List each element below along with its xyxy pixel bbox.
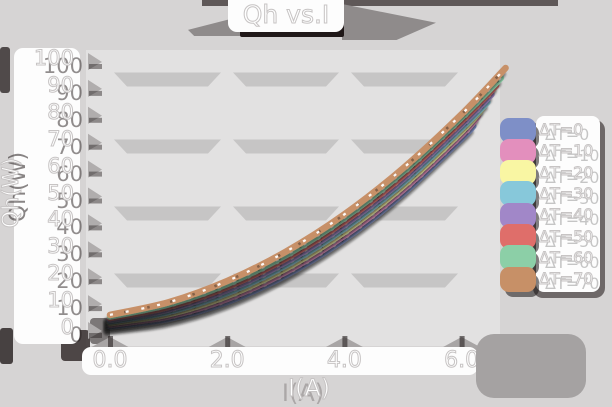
- legend-label: ΔT=70: [539, 269, 594, 289]
- x-tick-mark: [86, 337, 110, 350]
- legend-label: ΔT=50: [539, 226, 594, 246]
- y-tick-shadow: [89, 252, 102, 258]
- legend-label: ΔT=10: [539, 141, 594, 161]
- y-tick-label: 90: [47, 72, 75, 97]
- y-tick-label: 20: [47, 261, 75, 286]
- legend-swatch: [500, 160, 536, 186]
- legend-swatch: [500, 266, 536, 292]
- legend-label: ΔT=20: [539, 162, 594, 182]
- y-tick-mark: [88, 106, 102, 124]
- legend-label: ΔT=0: [539, 120, 584, 139]
- x-tick-mark: [320, 337, 345, 350]
- x-tick-shadow: [225, 336, 231, 349]
- y-tick-label: 30: [47, 234, 75, 259]
- y-tick-label: 100: [33, 46, 74, 71]
- y-tick-mark: [88, 214, 102, 232]
- y-tick-label: 80: [47, 99, 75, 124]
- y-tick-label: 60: [47, 153, 75, 178]
- legend-swatch: [500, 138, 536, 164]
- y-tick-mark: [88, 268, 102, 286]
- legend-label: ΔT=40: [539, 205, 594, 225]
- x-tick-mark: [437, 337, 462, 350]
- grid-band: [233, 72, 339, 87]
- y-tick-mark: [88, 79, 102, 97]
- y-tick-label: 70: [47, 126, 75, 151]
- y-tick-mark: [88, 241, 102, 259]
- y-tick-label: 40: [47, 207, 75, 232]
- legend-swatch: [500, 202, 536, 228]
- page-title: Qh vs.I: [242, 0, 330, 29]
- y-tick-mark: [88, 133, 102, 151]
- legend-label: ΔT=60: [539, 247, 594, 267]
- x-tick-label: 6.0: [444, 348, 480, 373]
- grid-band: [114, 72, 221, 87]
- legend-swatch: [500, 224, 536, 249]
- y-tick-mark: [88, 322, 102, 339]
- legend-far-shadow: [476, 334, 586, 398]
- x-axis-band: [82, 347, 478, 375]
- legend-swatch: [500, 245, 536, 271]
- y-tick-label: 50: [47, 180, 75, 205]
- y-tick-label: 0: [60, 315, 74, 340]
- x-tick-shadow: [459, 336, 465, 349]
- x-tick-mark: [203, 337, 228, 350]
- y-tick-shadow: [89, 144, 102, 150]
- curve-white-dashes: [109, 67, 507, 317]
- legend-label: ΔT=30: [539, 183, 594, 203]
- grid-band: [233, 139, 339, 154]
- grid-band: [351, 273, 458, 288]
- x-tick-shadow: [342, 336, 348, 349]
- legend-box: [536, 116, 600, 292]
- shadow-fragment: [0, 47, 10, 93]
- x-tick-label: 2.0: [209, 348, 245, 373]
- y-tick-shadow: [89, 90, 102, 96]
- grid-band: [114, 139, 221, 154]
- y-axis-title: Qh(W): [0, 157, 25, 229]
- y-tick-shadow: [89, 171, 102, 177]
- y-tick-shadow: [89, 225, 102, 231]
- grid-band: [233, 206, 339, 221]
- y-tick-shadow: [89, 117, 102, 123]
- grid-band: [114, 206, 221, 221]
- y-tick-shadow: [89, 333, 102, 338]
- title-box: [228, 0, 344, 32]
- x-tick-mark: [344, 337, 369, 350]
- x-tick-mark: [110, 337, 134, 350]
- y-tick-mark: [88, 295, 102, 313]
- x-tick-mark: [227, 337, 252, 350]
- x-tick-label: 4.0: [326, 348, 362, 373]
- grid-band: [114, 273, 221, 288]
- y-tick-shadow: [89, 198, 102, 204]
- plot-background: [86, 50, 500, 346]
- y-tick-label: 10: [47, 288, 75, 313]
- shadow-fragment: [0, 328, 13, 364]
- legend-swatch: [500, 117, 536, 143]
- title-shadow-strip: [202, 0, 558, 6]
- x-tick-shadow: [108, 336, 113, 349]
- y-tick-mark: [88, 160, 102, 178]
- grid-band: [351, 72, 458, 87]
- y-axis-band: [14, 48, 80, 344]
- y-tick-mark: [88, 53, 102, 70]
- y-tick-shadow: [89, 64, 102, 69]
- y-tick-shadow: [89, 279, 102, 285]
- x-tick-label: 0.0: [92, 348, 128, 373]
- legend-swatch: [500, 181, 536, 207]
- y-tick-shadow: [89, 306, 102, 312]
- y-tick-mark: [88, 187, 102, 205]
- x-axis-title: I(A): [287, 374, 331, 402]
